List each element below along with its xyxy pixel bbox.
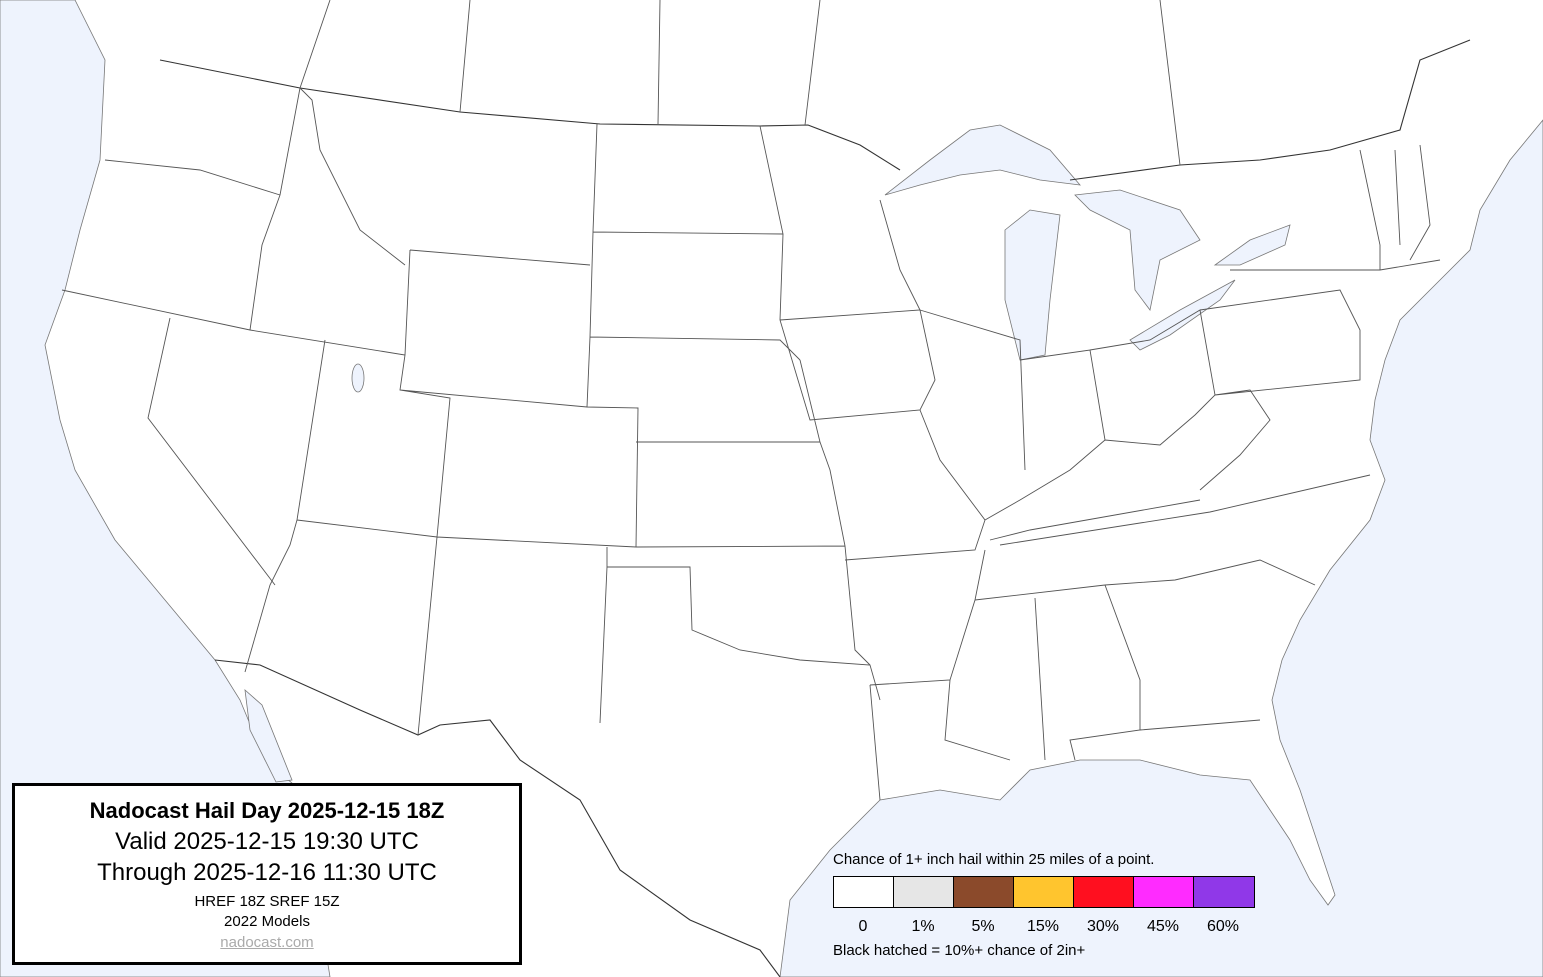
lake-superior <box>884 124 1081 196</box>
legend-swatch <box>834 877 894 907</box>
model-version: 2022 Models <box>224 913 310 930</box>
model-runs: HREF 18Z SREF 15Z <box>194 893 340 910</box>
legend-label: 5% <box>971 918 995 935</box>
through-time: Through 2025-12-16 11:30 UTC <box>97 859 437 886</box>
legend-swatch <box>1074 877 1134 907</box>
legend-swatch <box>894 877 954 907</box>
legend-swatch <box>954 877 1014 907</box>
map-title: Nadocast Hail Day 2025-12-15 18Z <box>89 798 445 823</box>
legend-label: 1% <box>911 918 935 935</box>
legend-swatch <box>1014 877 1074 907</box>
legend-label: 0 <box>858 918 868 935</box>
legend: Chance of 1+ inch hail within 25 miles o… <box>833 851 1255 959</box>
great-salt-lake <box>351 363 365 393</box>
legend-label: 15% <box>1026 918 1060 935</box>
gulf-and-atlantic <box>779 119 1543 977</box>
title-box: Nadocast Hail Day 2025-12-15 18Z Valid 2… <box>12 783 522 965</box>
lake-ontario <box>1213 224 1291 266</box>
canada-border <box>159 39 1471 181</box>
legend-note: Black hatched = 10%+ chance of 2in+ <box>833 942 1086 959</box>
legend-title: Chance of 1+ inch hail within 25 miles o… <box>833 851 1155 868</box>
valid-time: Valid 2025-12-15 19:30 UTC <box>115 828 419 855</box>
gulf-of-california <box>244 689 293 783</box>
legend-swatch <box>1134 877 1194 907</box>
legend-swatch <box>1194 877 1254 907</box>
legend-labels: 0 1% 5% 15% 30% 45% 60% <box>833 918 1253 936</box>
legend-label: 60% <box>1206 918 1240 935</box>
legend-label: 30% <box>1086 918 1120 935</box>
lake-michigan <box>1004 209 1061 361</box>
legend-colorbar <box>833 876 1255 908</box>
mexico-border <box>214 659 781 977</box>
lake-erie <box>1129 279 1236 351</box>
site-link[interactable]: nadocast.com <box>220 934 314 951</box>
legend-label: 45% <box>1146 918 1180 935</box>
lake-huron <box>1074 189 1201 311</box>
state-borders <box>61 0 1441 801</box>
